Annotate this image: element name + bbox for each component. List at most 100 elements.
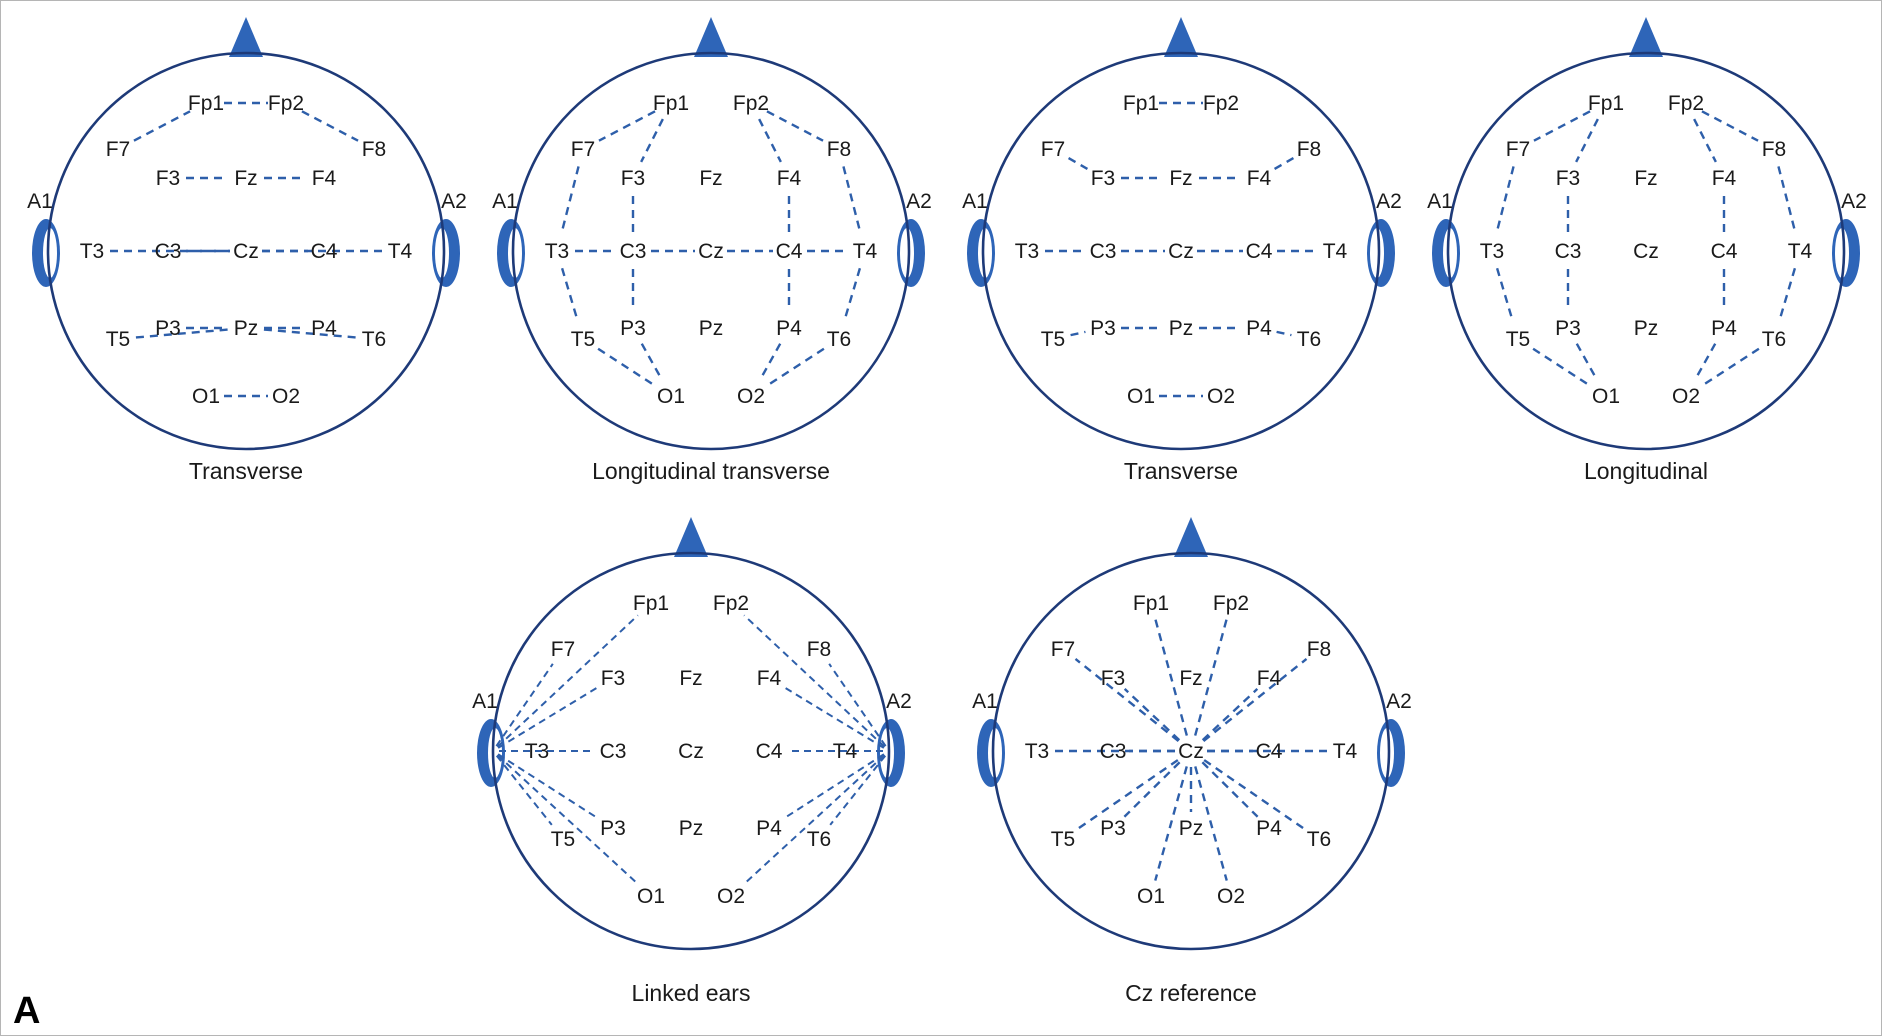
bipolar-link-a1-fp1 bbox=[496, 614, 639, 748]
electrode-label-t6: T6 bbox=[1762, 328, 1787, 351]
electrode-label-c3: C3 bbox=[1100, 740, 1127, 763]
electrode-label-t3: T3 bbox=[525, 740, 550, 763]
electrode-label-a1: A1 bbox=[492, 190, 518, 213]
head-outline bbox=[1446, 51, 1846, 451]
bipolar-link-t5-o1 bbox=[1532, 347, 1592, 388]
electrode-label-a1: A1 bbox=[27, 190, 53, 213]
bipolar-link-cz-p4 bbox=[1201, 761, 1259, 818]
electrode-label-p3: P3 bbox=[1555, 317, 1581, 340]
electrode-label-f4: F4 bbox=[757, 667, 782, 690]
electrode-label-c4: C4 bbox=[311, 240, 338, 263]
electrode-label-f4: F4 bbox=[1257, 667, 1282, 690]
electrode-label-f3: F3 bbox=[156, 167, 181, 190]
montage-head: Fp1 Fp2 F7 F8 F3 Fz F4 T3 C3 Cz C4 T4 T5 P3 Pz P4 T6 O1 O2… bbox=[27, 17, 467, 484]
electrode-label-f7: F7 bbox=[571, 138, 596, 161]
electrode-label-o2: O2 bbox=[717, 885, 745, 908]
electrode-label-t5: T5 bbox=[106, 328, 131, 351]
montage-head: Fp1 Fp2 F7 F8 F3 Fz F4 T3 C3 Cz C4 T4 T5 P3 Pz P4 T6 O1 O2… bbox=[1427, 17, 1867, 484]
electrode-label-t5: T5 bbox=[571, 328, 596, 351]
electrode-label-t4: T4 bbox=[853, 240, 878, 263]
bipolar-link-t6-o2 bbox=[1700, 347, 1760, 388]
head-outline bbox=[46, 51, 446, 451]
bipolar-link-cz-o1 bbox=[1154, 766, 1188, 881]
bipolar-link-fp2-f8 bbox=[766, 110, 824, 142]
nose-marker bbox=[674, 517, 708, 557]
ear-inner-shape bbox=[1370, 228, 1384, 278]
electrode-label-f8: F8 bbox=[1762, 138, 1787, 161]
montage-caption: Cz reference bbox=[1125, 980, 1257, 1006]
nose-marker bbox=[1174, 517, 1208, 557]
electrode-label-c3: C3 bbox=[620, 240, 647, 263]
bipolar-link-a2-o2 bbox=[743, 754, 886, 885]
bipolar-link-a1-f3 bbox=[497, 686, 599, 749]
bipolar-link-f7-t3 bbox=[560, 166, 580, 234]
head-outline bbox=[511, 51, 911, 451]
electrode-label-fp2: Fp2 bbox=[1668, 92, 1704, 115]
electrode-label-o2: O2 bbox=[1672, 385, 1700, 408]
electrode-label-pz: Pz bbox=[699, 317, 724, 340]
bipolar-link-f8-t4 bbox=[1777, 166, 1797, 234]
montage-caption: Longitudinal bbox=[1584, 458, 1708, 484]
electrode-label-t4: T4 bbox=[388, 240, 413, 263]
head-outline bbox=[981, 51, 1381, 451]
bipolar-link-t4-t6 bbox=[842, 267, 862, 323]
bipolar-link-cz-f8 bbox=[1202, 658, 1308, 742]
bipolar-link-p3-o1 bbox=[1575, 343, 1599, 381]
electrode-label-fp1: Fp1 bbox=[1588, 92, 1624, 115]
electrode-label-fz: Fz bbox=[1179, 667, 1202, 690]
montage-caption: Transverse bbox=[1124, 458, 1238, 484]
electrode-label-c4: C4 bbox=[776, 240, 803, 263]
electrode-label-t3: T3 bbox=[1015, 240, 1040, 263]
electrode-label-c4: C4 bbox=[756, 740, 783, 763]
ear-inner-shape bbox=[900, 228, 914, 278]
ear-inner-shape bbox=[508, 228, 522, 278]
electrode-label-c4: C4 bbox=[1256, 740, 1283, 763]
electrode-label-cz: Cz bbox=[1178, 740, 1204, 763]
bipolar-link-fp2-f8 bbox=[301, 110, 359, 142]
electrode-label-t3: T3 bbox=[545, 240, 570, 263]
montage-head: Fp1 Fp2 F7 F8 F3 Fz F4 T3 C3 Cz C4 T4 T5 P3 Pz P4 T6 O1 O2… bbox=[972, 517, 1412, 1006]
ear-inner-shape bbox=[1443, 228, 1457, 278]
ear-inner-shape bbox=[43, 228, 57, 278]
bipolar-link-cz-f7 bbox=[1074, 658, 1180, 742]
electrode-label-p4: P4 bbox=[1256, 817, 1282, 840]
bipolar-link-fp1-f3 bbox=[1575, 118, 1599, 163]
bipolar-link-fp1-f3 bbox=[640, 118, 664, 163]
electrode-label-t4: T4 bbox=[1323, 240, 1348, 263]
bipolar-link-p4-t6 bbox=[1276, 330, 1292, 337]
bipolar-link-cz-o2 bbox=[1194, 766, 1228, 881]
electrode-label-f4: F4 bbox=[1712, 167, 1737, 190]
electrode-label-f3: F3 bbox=[1556, 167, 1581, 190]
electrode-label-t3: T3 bbox=[1480, 240, 1505, 263]
electrode-label-c3: C3 bbox=[1090, 240, 1117, 263]
electrode-label-c3: C3 bbox=[155, 240, 182, 263]
bipolar-link-cz-t5 bbox=[1075, 759, 1179, 831]
bipolar-link-t4-t6 bbox=[1777, 267, 1797, 323]
electrode-label-a2: A2 bbox=[441, 190, 467, 213]
electrode-label-cz: Cz bbox=[698, 240, 724, 263]
electrode-label-f7: F7 bbox=[551, 638, 576, 661]
electrode-label-f3: F3 bbox=[1091, 167, 1116, 190]
electrode-label-a2: A2 bbox=[1376, 190, 1402, 213]
electrode-label-t3: T3 bbox=[80, 240, 105, 263]
nose-marker bbox=[694, 17, 728, 57]
bipolar-link-fp1-f7 bbox=[598, 110, 656, 142]
bipolar-link-p3-o1 bbox=[640, 343, 664, 381]
bipolar-link-f7-fp1 bbox=[133, 110, 191, 142]
montage-caption: Transverse bbox=[189, 458, 303, 484]
electrode-label-t5: T5 bbox=[1041, 328, 1066, 351]
electrode-label-o1: O1 bbox=[637, 885, 665, 908]
electrode-label-c4: C4 bbox=[1711, 240, 1738, 263]
electrode-label-p3: P3 bbox=[600, 817, 626, 840]
electrode-label-f4: F4 bbox=[1247, 167, 1272, 190]
electrode-label-cz: Cz bbox=[233, 240, 259, 263]
electrode-label-pz: Pz bbox=[1179, 817, 1204, 840]
electrode-label-fz: Fz bbox=[234, 167, 257, 190]
montage-caption: Longitudinal transverse bbox=[592, 458, 830, 484]
bipolar-link-pz-t6 bbox=[263, 328, 357, 339]
electrode-label-p4: P4 bbox=[1246, 317, 1272, 340]
electrode-label-f7: F7 bbox=[1051, 638, 1076, 661]
electrode-label-a1: A1 bbox=[1427, 190, 1453, 213]
bipolar-link-a2-t6 bbox=[829, 755, 887, 826]
electrode-label-t6: T6 bbox=[1297, 328, 1322, 351]
